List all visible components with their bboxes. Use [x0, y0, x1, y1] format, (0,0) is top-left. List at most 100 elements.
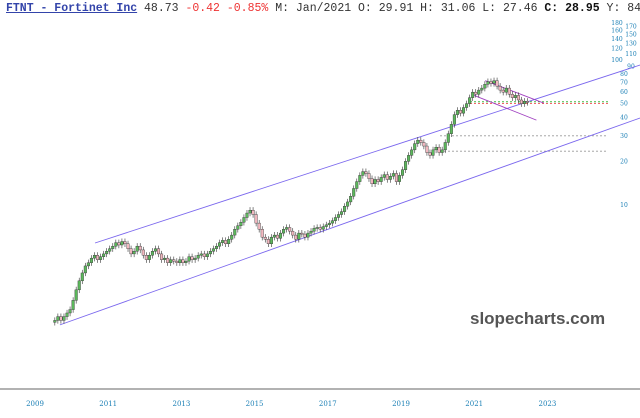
candle-body: [462, 107, 466, 114]
candle-body: [157, 248, 161, 255]
y-tick-label: 160: [611, 27, 623, 34]
candle-body: [516, 95, 520, 101]
candle-body: [236, 225, 240, 230]
candle-body: [428, 152, 432, 156]
candle-body: [218, 242, 222, 247]
candle-body: [474, 91, 478, 95]
watermark: slopecharts.com: [470, 309, 606, 328]
candle-body: [309, 230, 313, 234]
candle-body: [324, 224, 328, 227]
candle-body: [187, 256, 191, 262]
candle-body: [105, 251, 109, 255]
low: L: 27.46: [482, 2, 538, 15]
candle-body: [401, 169, 405, 176]
candle-body: [227, 239, 231, 245]
candle-body: [480, 87, 484, 91]
candle-body: [132, 251, 136, 255]
candle-body: [129, 248, 133, 255]
candle-body: [455, 110, 459, 115]
candle-body: [117, 242, 121, 246]
candle-body: [251, 210, 255, 215]
candle-body: [163, 257, 167, 260]
candle-body: [65, 312, 69, 317]
candle-body: [495, 80, 499, 87]
candle-body: [282, 229, 286, 234]
candle-body: [449, 124, 453, 134]
candle-body: [208, 251, 212, 255]
candle-body: [74, 289, 78, 301]
candle-body: [288, 227, 292, 232]
candle-body: [431, 149, 435, 156]
y-tick-label: 90: [627, 64, 635, 71]
candle-body: [422, 142, 426, 147]
candle-body: [416, 139, 420, 144]
y-tick-label: 170: [625, 24, 637, 31]
candle-body: [214, 245, 218, 249]
candle-body: [419, 139, 423, 143]
candle-body: [166, 257, 170, 263]
candle-body: [507, 87, 511, 95]
candle-body: [443, 142, 447, 151]
candle-body: [239, 222, 243, 226]
candle-body: [446, 133, 450, 143]
candle-body: [272, 234, 276, 238]
candle-body: [221, 240, 225, 243]
quote-header: FTNT - Fortinet Inc 48.73 -0.42 -0.85% M…: [6, 2, 640, 15]
candle-body: [404, 161, 408, 170]
y-tick-label: 20: [620, 158, 628, 165]
candle-body: [315, 227, 319, 229]
x-tick-label: 2017: [319, 400, 337, 408]
candle-body: [175, 260, 179, 263]
candle-body: [190, 256, 194, 260]
x-tick-label: 2023: [538, 400, 556, 408]
candle-body: [498, 85, 502, 91]
candle-body: [437, 147, 441, 153]
candle-body: [526, 100, 530, 103]
candle-body: [394, 173, 398, 182]
high: H: 31.06: [420, 2, 476, 15]
change: -0.42: [185, 2, 220, 15]
candle-body: [275, 234, 279, 239]
candle-body: [376, 179, 380, 182]
ticker-link[interactable]: FTNT - Fortinet Inc: [6, 2, 138, 15]
candle-body: [199, 253, 203, 256]
candle-body: [510, 94, 514, 98]
candle-body: [257, 222, 261, 230]
candle-body: [407, 155, 411, 162]
candle-body: [303, 233, 307, 238]
candle-body: [114, 242, 118, 247]
candle-body: [169, 259, 173, 263]
candle-body: [489, 81, 493, 84]
candle-body: [266, 239, 270, 245]
candle-body: [333, 217, 337, 221]
trendline-wedge-upper: [485, 80, 544, 104]
x-tick-label: 2019: [392, 400, 410, 408]
candle-body: [300, 232, 304, 235]
candle-body: [111, 245, 115, 249]
candle-body: [477, 89, 481, 95]
candle-body: [327, 222, 331, 226]
y-tick-label: 30: [620, 133, 628, 140]
y-value: Y: 84.32: [606, 2, 640, 15]
y-tick-label: 150: [625, 31, 637, 38]
candle-body: [205, 253, 209, 257]
candle-body: [388, 175, 392, 180]
y-tick-label: 80: [620, 71, 628, 78]
candle-body: [492, 80, 496, 84]
candle-body: [355, 181, 359, 189]
candle-body: [102, 253, 106, 257]
candle-body: [56, 316, 60, 321]
candle-body: [364, 171, 368, 174]
candle-body: [330, 220, 334, 224]
trendline-channel-upper: [94, 64, 640, 244]
candle-body: [321, 226, 325, 230]
candle-body: [68, 309, 72, 314]
candle-body: [99, 256, 103, 260]
candle-body: [425, 145, 429, 153]
candle-body: [181, 259, 185, 263]
candle-body: [138, 245, 142, 251]
candle-body: [135, 245, 139, 252]
candle-body: [349, 195, 353, 203]
candle-body: [306, 232, 310, 238]
